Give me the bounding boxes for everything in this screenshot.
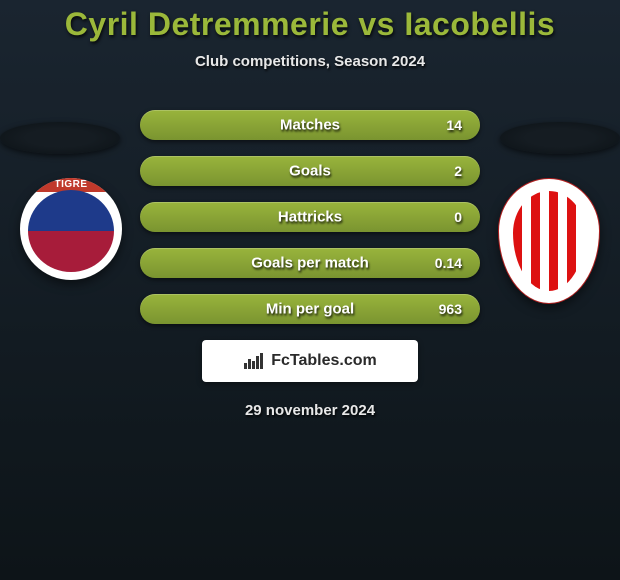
bar-chart-icon <box>243 352 265 370</box>
stat-label: Hattricks <box>278 209 342 226</box>
club-badge-left-shield <box>28 190 114 272</box>
player-right-shadow-ellipse <box>500 122 620 154</box>
stat-row-min-per-goal: Min per goal 963 <box>140 294 480 324</box>
stat-label: Min per goal <box>266 301 354 318</box>
stat-label: Goals per match <box>251 255 369 272</box>
club-badge-left: TIGRE <box>20 178 122 280</box>
stat-label: Matches <box>280 117 340 134</box>
stat-row-goals: Goals 2 <box>140 156 480 186</box>
infographic-container: Cyril Detremmerie vs Iacobellis Club com… <box>0 0 620 419</box>
page-title: Cyril Detremmerie vs Iacobellis <box>0 6 620 43</box>
stat-row-hattricks: Hattricks 0 <box>140 202 480 232</box>
page-subtitle: Club competitions, Season 2024 <box>0 53 620 70</box>
stat-value-right: 14 <box>446 117 462 133</box>
club-badge-right-stripes <box>513 191 585 291</box>
stat-value-right: 963 <box>439 301 462 317</box>
fctables-logo-text: FcTables.com <box>271 352 377 370</box>
stat-value-right: 0 <box>454 209 462 225</box>
club-badge-right <box>498 178 600 304</box>
date-text: 29 november 2024 <box>0 402 620 419</box>
player-left-shadow-ellipse <box>0 122 120 154</box>
stat-label: Goals <box>289 163 331 180</box>
fctables-logo-box[interactable]: FcTables.com <box>202 340 418 382</box>
stat-row-matches: Matches 14 <box>140 110 480 140</box>
stat-value-right: 0.14 <box>435 255 462 271</box>
stat-row-goals-per-match: Goals per match 0.14 <box>140 248 480 278</box>
stat-value-right: 2 <box>454 163 462 179</box>
